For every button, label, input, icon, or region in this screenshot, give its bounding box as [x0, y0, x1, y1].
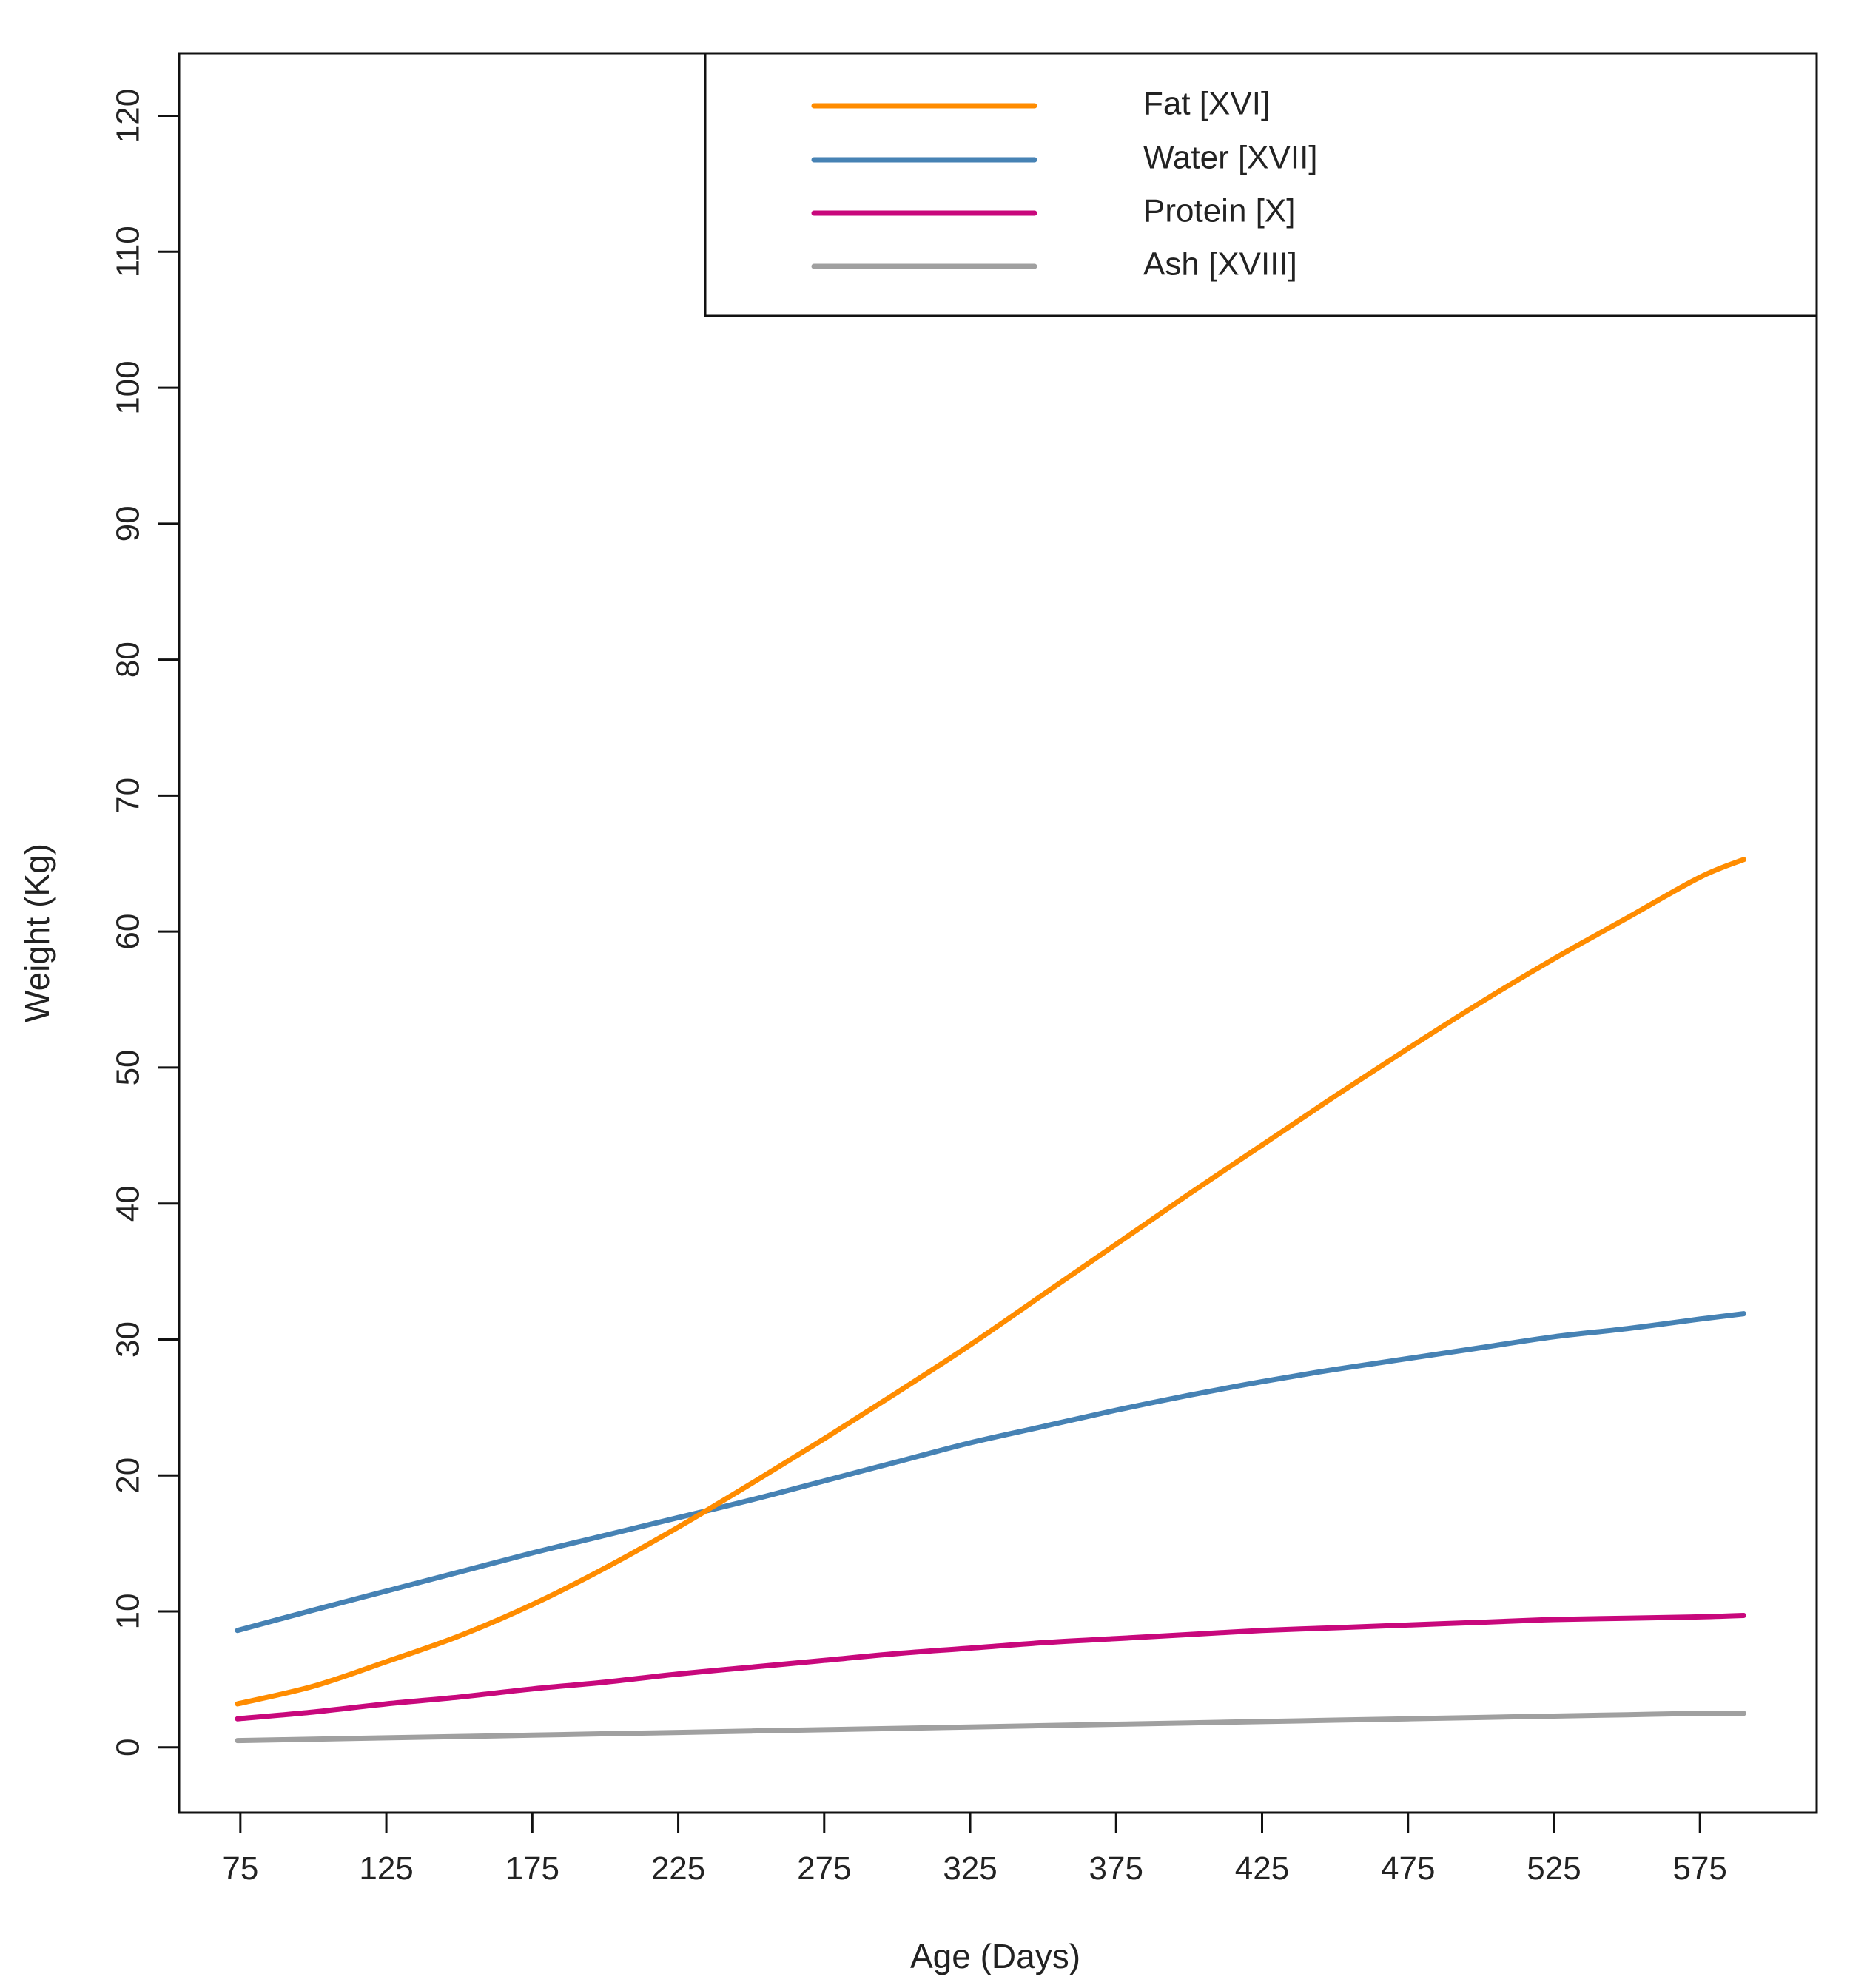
series-line-water: [235, 1311, 1746, 1634]
x-axis: 75 125 175 225 275 325 375 425 475 525 575: [222, 1811, 1727, 1887]
y-tick-label: 20: [110, 1458, 147, 1494]
x-tick-label: 325: [943, 1850, 997, 1887]
legend-label-protein: Protein [X]: [1143, 193, 1295, 229]
y-tick-label: 110: [110, 226, 147, 277]
x-tick-label: 425: [1235, 1850, 1289, 1887]
y-tick-label: 30: [110, 1321, 147, 1358]
x-tick-label: 375: [1089, 1850, 1143, 1887]
y-tick-label: 100: [110, 360, 147, 414]
y-tick-label: 60: [110, 914, 147, 950]
series-layer: [235, 857, 1746, 1744]
y-axis: 0 10 20 30 40 50 60 70 80 90 100 110 120: [110, 89, 181, 1756]
x-tick-label: 175: [505, 1850, 559, 1887]
x-tick-label: 225: [651, 1850, 705, 1887]
legend-label-ash: Ash [XVIII]: [1143, 246, 1297, 283]
y-axis-title: Weight (Kg): [18, 843, 56, 1022]
series-line-ash: [235, 1711, 1746, 1744]
x-tick-label: 75: [222, 1850, 258, 1887]
y-tick-label: 120: [110, 89, 147, 143]
y-tick-label: 50: [110, 1049, 147, 1085]
series-line-protein: [235, 1613, 1746, 1722]
y-tick-label: 80: [110, 641, 147, 678]
legend-label-fat: Fat [XVI]: [1143, 86, 1270, 122]
series-line-fat: [235, 857, 1746, 1707]
y-tick-label: 0: [110, 1739, 147, 1756]
y-tick-label: 70: [110, 778, 147, 814]
y-tick-label: 40: [110, 1185, 147, 1222]
legend-box: [704, 52, 1818, 317]
y-tick-label: 90: [110, 505, 147, 542]
legend: Fat [XVI] Water [XVII] Protein [X] Ash [XVI…: [704, 52, 1818, 317]
x-tick-label: 275: [797, 1850, 851, 1887]
x-tick-label: 125: [359, 1850, 413, 1887]
x-tick-label: 575: [1672, 1850, 1726, 1887]
x-tick-label: 475: [1381, 1850, 1435, 1887]
legend-label-water: Water [XVII]: [1143, 140, 1318, 176]
x-axis-title: Age (Days): [910, 1937, 1080, 1975]
y-tick-label: 10: [110, 1594, 147, 1630]
x-tick-label: 525: [1527, 1850, 1581, 1887]
